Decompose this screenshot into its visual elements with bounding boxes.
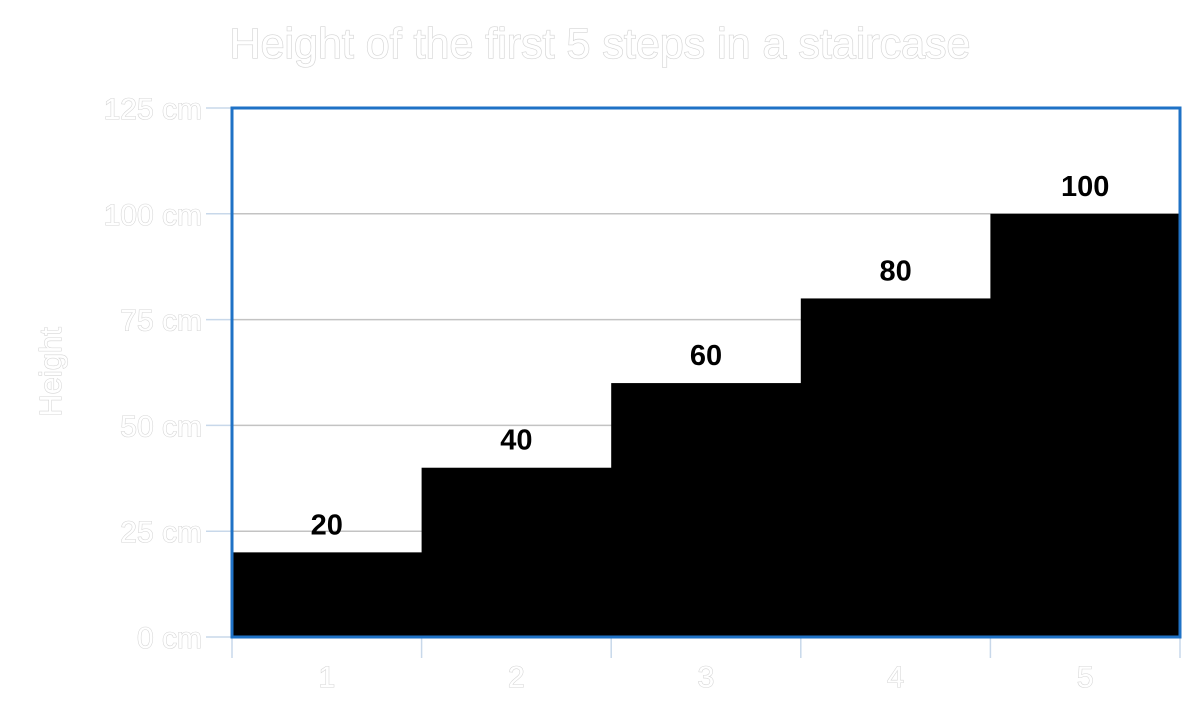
y-tick-label: 75 cm	[120, 305, 202, 338]
data-label: 100	[1061, 171, 1109, 203]
data-label: 60	[690, 340, 722, 372]
data-labels: 20 40 60 80 100	[311, 171, 1110, 542]
x-tick-label: 3	[698, 661, 715, 694]
x-tick-label: 1	[318, 661, 335, 694]
y-axis-ticks: 0 cm 25 cm 50 cm 75 cm 100 cm 125 cm	[103, 92, 232, 656]
bar-step-5	[990, 213, 1181, 638]
x-axis-ticks: 1 2 3 4 5	[231, 637, 1181, 695]
bar-step-2	[421, 467, 612, 637]
x-tick-label: 2	[508, 661, 525, 694]
x-tick-label: 5	[1077, 661, 1094, 694]
y-tick-label: 125 cm	[104, 93, 202, 126]
x-tick-label: 4	[887, 661, 904, 694]
chart-title: Height of the first 5 steps in a stairca…	[230, 20, 971, 68]
y-tick-label: 25 cm	[120, 516, 202, 549]
data-label: 80	[879, 255, 911, 287]
y-tick-label: 50 cm	[120, 410, 202, 443]
y-axis-title: Height	[33, 327, 68, 417]
y-tick-label: 0 cm	[137, 622, 202, 655]
data-label: 40	[500, 425, 532, 457]
y-tick-label: 100 cm	[104, 199, 202, 232]
data-label: 20	[311, 509, 343, 541]
bars	[232, 213, 1181, 638]
plot-area-border	[230, 106, 1182, 639]
bar-step-3	[611, 383, 802, 637]
bar-step-4	[800, 298, 991, 637]
bar-step-1	[232, 552, 423, 637]
